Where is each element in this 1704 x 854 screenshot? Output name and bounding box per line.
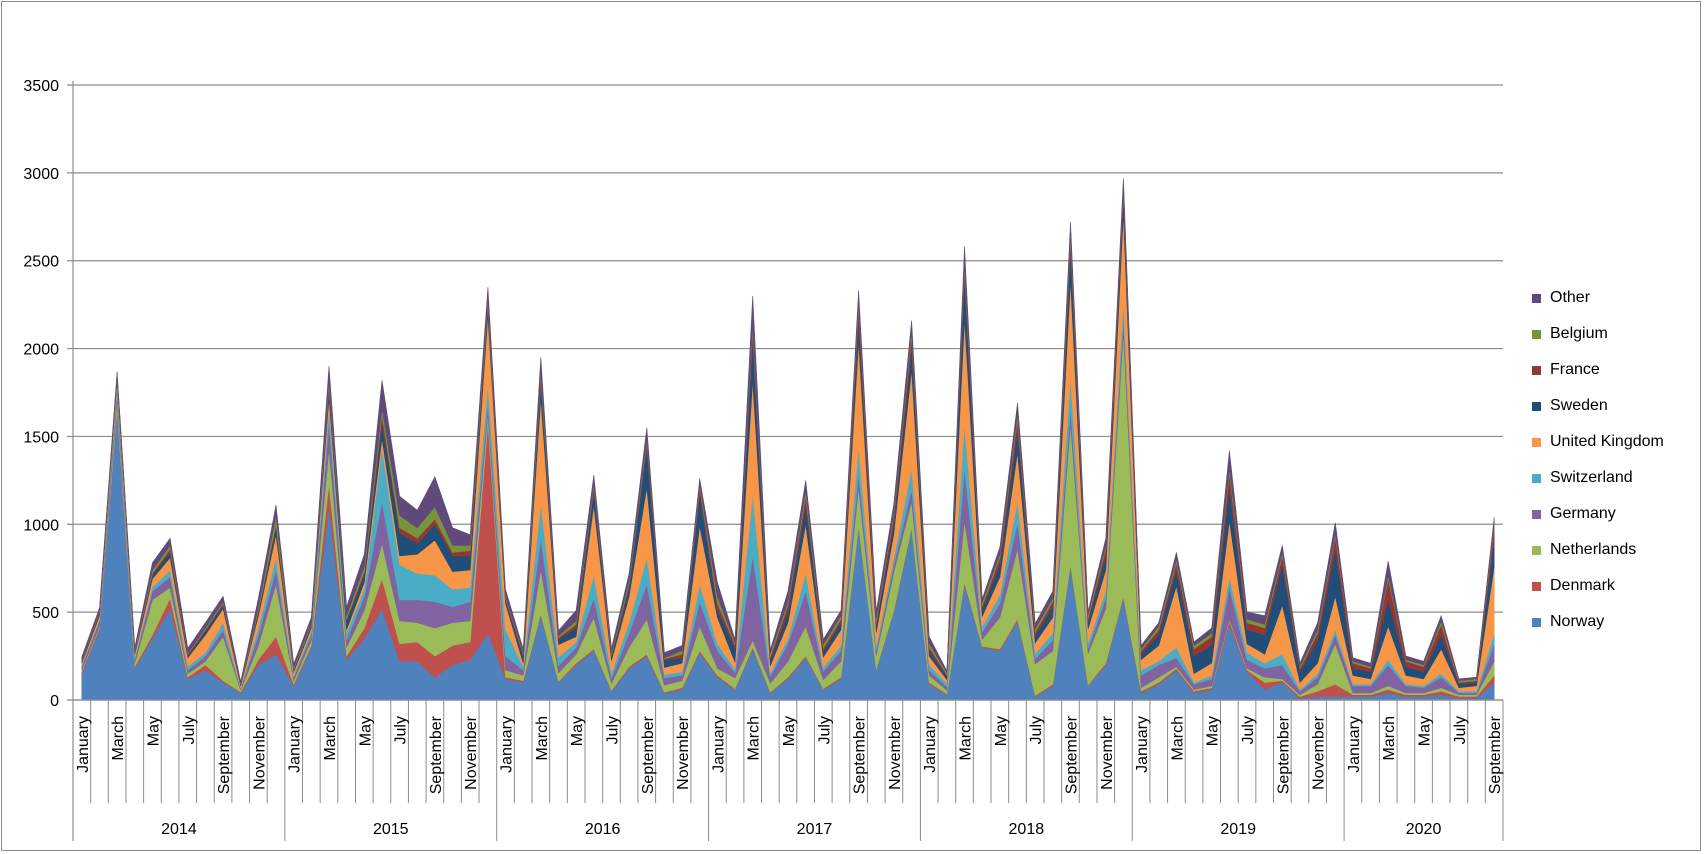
legend-swatch — [1532, 401, 1541, 411]
month-label: January — [922, 716, 939, 773]
month-label: November — [463, 715, 480, 789]
legend-swatch — [1532, 581, 1541, 591]
legend-label: Sweden — [1550, 397, 1608, 414]
month-label: November — [675, 715, 692, 789]
month-label: July — [393, 716, 410, 744]
year-label: 2017 — [797, 821, 833, 838]
month-label: January — [75, 716, 92, 773]
month-label: March — [534, 716, 551, 760]
month-label: May — [993, 716, 1010, 746]
y-tick-label: 3000 — [23, 166, 59, 183]
legend-item-norway: Norway — [1532, 604, 1702, 640]
legend-label: United Kingdom — [1550, 433, 1664, 450]
legend-item-france: France — [1532, 352, 1702, 388]
legend-swatch — [1532, 437, 1541, 447]
month-label: May — [357, 716, 374, 746]
month-label: September — [852, 715, 869, 794]
legend-item-switzerland: Switzerland — [1532, 460, 1702, 496]
month-label: March — [1381, 716, 1398, 760]
month-label: March — [746, 716, 763, 760]
month-label: September — [1275, 715, 1292, 794]
legend-label: Switzerland — [1550, 469, 1633, 486]
legend-label: Denmark — [1550, 577, 1615, 594]
month-label: May — [145, 716, 162, 746]
month-label: May — [781, 716, 798, 746]
legend-item-belgium: Belgium — [1532, 316, 1702, 352]
month-label: March — [1169, 716, 1186, 760]
legend-swatch — [1532, 545, 1541, 555]
legend-swatch — [1532, 473, 1541, 483]
legend: Other Belgium France Sweden United Kingdom Sw… — [1532, 280, 1702, 640]
month-label: July — [1028, 716, 1045, 744]
month-label: November — [251, 715, 268, 789]
year-label: 2015 — [373, 821, 409, 838]
month-label: July — [816, 716, 833, 744]
legend-item-sweden: Sweden — [1532, 388, 1702, 424]
month-label: September — [1063, 715, 1080, 794]
y-tick-label: 500 — [32, 605, 59, 622]
legend-swatch — [1532, 509, 1541, 519]
legend-swatch — [1532, 365, 1541, 375]
month-label: May — [569, 716, 586, 746]
month-label: January — [1134, 716, 1151, 773]
legend-label: Germany — [1550, 505, 1616, 522]
legend-item-united-kingdom: United Kingdom — [1532, 424, 1702, 460]
legend-item-other: Other — [1532, 280, 1702, 316]
y-tick-label: 3500 — [23, 78, 59, 95]
month-label: January — [710, 716, 727, 773]
y-tick-label: 0 — [50, 693, 59, 710]
month-label: November — [1099, 715, 1116, 789]
year-label: 2019 — [1220, 821, 1256, 838]
legend-item-netherlands: Netherlands — [1532, 532, 1702, 568]
year-label: 2018 — [1009, 821, 1045, 838]
month-label: March — [958, 716, 975, 760]
month-label: January — [287, 716, 304, 773]
month-label: May — [1417, 716, 1434, 746]
month-label: July — [604, 716, 621, 744]
legend-swatch — [1532, 293, 1541, 303]
legend-swatch — [1532, 329, 1541, 339]
month-label: July — [1240, 716, 1257, 744]
legend-label: Netherlands — [1550, 541, 1637, 558]
month-label: March — [322, 716, 339, 760]
legend-label: Other — [1550, 289, 1591, 306]
y-tick-label: 2000 — [23, 342, 59, 359]
legend-item-germany: Germany — [1532, 496, 1702, 532]
year-label: 2016 — [585, 821, 621, 838]
y-tick-label: 1500 — [23, 429, 59, 446]
month-label: September — [640, 715, 657, 794]
legend-label: France — [1550, 361, 1600, 378]
y-tick-label: 1000 — [23, 517, 59, 534]
y-tick-label: 2500 — [23, 254, 59, 271]
year-label: 2020 — [1406, 821, 1442, 838]
month-label: March — [110, 716, 127, 760]
month-label: January — [1346, 716, 1363, 773]
area-other — [81, 178, 1495, 684]
month-label: July — [181, 716, 198, 744]
month-label: September — [216, 715, 233, 794]
legend-item-denmark: Denmark — [1532, 568, 1702, 604]
legend-swatch — [1532, 617, 1541, 627]
month-label: September — [428, 715, 445, 794]
legend-label: Belgium — [1550, 325, 1608, 342]
month-label: September — [1487, 715, 1504, 794]
month-label: July — [1452, 716, 1469, 744]
month-label: November — [887, 715, 904, 789]
month-label: January — [499, 716, 516, 773]
legend-label: Norway — [1550, 613, 1605, 630]
month-label: November — [1311, 715, 1328, 789]
year-label: 2014 — [161, 821, 197, 838]
month-label: May — [1205, 716, 1222, 746]
